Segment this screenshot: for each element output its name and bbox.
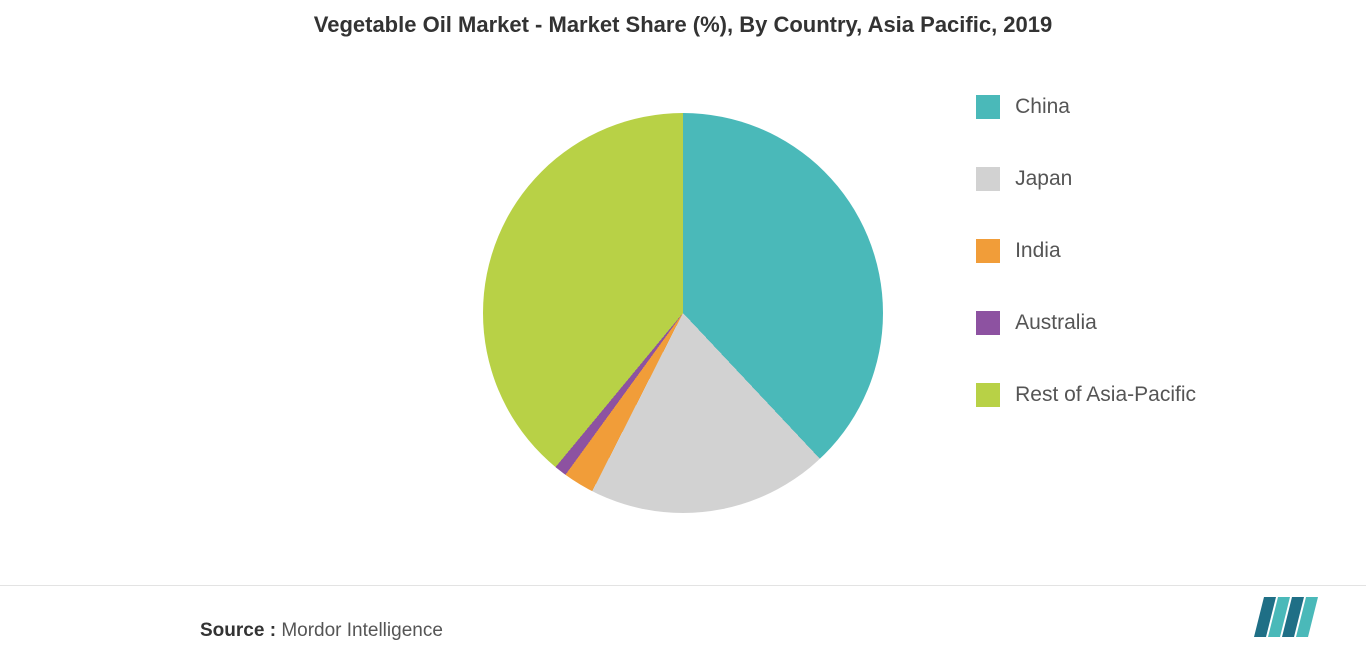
chart-title: Vegetable Oil Market - Market Share (%),…	[0, 0, 1366, 38]
legend-swatch	[976, 239, 1000, 263]
legend-label: India	[1015, 239, 1061, 263]
source-label: Source :	[200, 620, 276, 641]
legend-swatch	[976, 311, 1000, 335]
legend-item: India	[976, 239, 1196, 263]
legend-label: China	[1015, 95, 1070, 119]
legend-swatch	[976, 383, 1000, 407]
chart-container: Vegetable Oil Market - Market Share (%),…	[0, 0, 1366, 655]
source-line: Source : Mordor Intelligence	[200, 620, 443, 642]
footer: Source : Mordor Intelligence	[0, 585, 1366, 655]
legend-item: Australia	[976, 311, 1196, 335]
source-value: Mordor Intelligence	[281, 620, 443, 641]
legend: China Japan India Australia Rest of Asia-Pac…	[976, 95, 1196, 407]
legend-item: Japan	[976, 167, 1196, 191]
pie-chart	[483, 113, 883, 513]
legend-item: Rest of Asia-Pacific	[976, 383, 1196, 407]
legend-label: Japan	[1015, 167, 1072, 191]
legend-label: Australia	[1015, 311, 1097, 335]
legend-label: Rest of Asia-Pacific	[1015, 383, 1196, 407]
legend-item: China	[976, 95, 1196, 119]
legend-swatch	[976, 95, 1000, 119]
brand-logo-icon	[1254, 597, 1326, 637]
legend-swatch	[976, 167, 1000, 191]
pie-wrap	[483, 113, 883, 513]
